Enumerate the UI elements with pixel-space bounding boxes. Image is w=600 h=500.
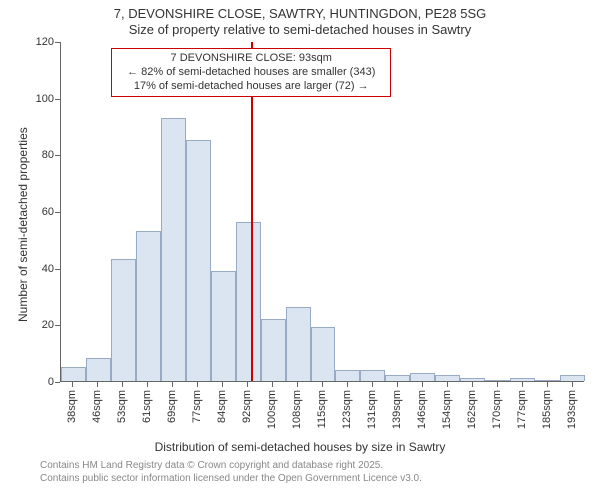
histogram-bar xyxy=(410,373,435,382)
x-tick-mark xyxy=(247,382,248,387)
x-tick-mark xyxy=(472,382,473,387)
x-tick-label: 38sqm xyxy=(66,390,78,423)
x-tick-label: 61sqm xyxy=(141,390,153,423)
x-tick-label: 146sqm xyxy=(416,390,428,429)
x-tick-label: 193sqm xyxy=(566,390,578,429)
histogram-bar xyxy=(111,259,136,381)
x-tick-label: 84sqm xyxy=(216,390,228,423)
histogram-bar xyxy=(61,367,86,381)
histogram-bar xyxy=(560,375,585,381)
x-tick-label: 69sqm xyxy=(166,390,178,423)
x-tick-label: 162sqm xyxy=(466,390,478,429)
x-tick-label: 123sqm xyxy=(341,390,353,429)
y-tick-label: 60 xyxy=(0,206,54,218)
x-tick-label: 92sqm xyxy=(241,390,253,423)
x-tick-mark xyxy=(497,382,498,387)
histogram-bar xyxy=(460,378,485,381)
histogram-bar xyxy=(435,375,460,381)
histogram-bar xyxy=(360,370,385,381)
x-tick-mark xyxy=(347,382,348,387)
x-tick-mark xyxy=(297,382,298,387)
x-tick-label: 77sqm xyxy=(191,390,203,423)
chart-container: 7, DEVONSHIRE CLOSE, SAWTRY, HUNTINGDON,… xyxy=(0,0,600,500)
histogram-bar xyxy=(236,222,261,381)
y-tick-label: 0 xyxy=(0,376,54,388)
x-tick-mark xyxy=(372,382,373,387)
x-tick-mark xyxy=(547,382,548,387)
y-tick-label: 100 xyxy=(0,93,54,105)
y-tick-mark xyxy=(55,382,60,383)
y-tick-mark xyxy=(55,212,60,213)
histogram-bar xyxy=(261,319,286,381)
attribution-line: Contains HM Land Registry data © Crown c… xyxy=(40,460,422,473)
x-tick-mark xyxy=(322,382,323,387)
histogram-bar xyxy=(535,380,560,381)
histogram-bar xyxy=(161,118,186,382)
x-tick-mark xyxy=(222,382,223,387)
x-tick-mark xyxy=(447,382,448,387)
x-tick-label: 108sqm xyxy=(291,390,303,429)
histogram-bar xyxy=(311,327,336,381)
x-tick-label: 139sqm xyxy=(391,390,403,429)
x-tick-label: 100sqm xyxy=(266,390,278,429)
histogram-bar xyxy=(211,271,236,382)
histogram-bar xyxy=(186,140,211,381)
x-tick-mark xyxy=(522,382,523,387)
x-tick-mark xyxy=(397,382,398,387)
x-tick-label: 177sqm xyxy=(516,390,528,429)
y-tick-label: 120 xyxy=(0,36,54,48)
y-tick-mark xyxy=(55,155,60,156)
histogram-bar xyxy=(385,375,410,381)
histogram-bar xyxy=(286,307,311,381)
x-tick-mark xyxy=(422,382,423,387)
x-tick-mark xyxy=(197,382,198,387)
attribution-text: Contains HM Land Registry data © Crown c… xyxy=(40,460,422,485)
y-tick-mark xyxy=(55,99,60,100)
y-tick-label: 20 xyxy=(0,319,54,331)
annotation-box: 7 DEVONSHIRE CLOSE: 93sqm← 82% of semi-d… xyxy=(111,48,391,97)
y-tick-label: 40 xyxy=(0,263,54,275)
x-tick-label: 170sqm xyxy=(491,390,503,429)
x-tick-mark xyxy=(122,382,123,387)
x-tick-label: 46sqm xyxy=(91,390,103,423)
y-tick-mark xyxy=(55,269,60,270)
x-tick-mark xyxy=(172,382,173,387)
x-tick-mark xyxy=(97,382,98,387)
histogram-bar xyxy=(510,378,535,381)
x-tick-label: 131sqm xyxy=(366,390,378,429)
x-tick-mark xyxy=(572,382,573,387)
plot-area: 7 DEVONSHIRE CLOSE: 93sqm← 82% of semi-d… xyxy=(60,42,584,382)
y-tick-mark xyxy=(55,42,60,43)
histogram-bar xyxy=(485,380,510,381)
chart-title: 7, DEVONSHIRE CLOSE, SAWTRY, HUNTINGDON,… xyxy=(0,6,600,21)
x-axis-label: Distribution of semi-detached houses by … xyxy=(0,440,600,454)
x-tick-label: 185sqm xyxy=(541,390,553,429)
x-tick-label: 53sqm xyxy=(116,390,128,423)
histogram-bar xyxy=(136,231,161,381)
x-tick-mark xyxy=(72,382,73,387)
annotation-line: 17% of semi-detached houses are larger (… xyxy=(118,80,384,94)
x-tick-mark xyxy=(272,382,273,387)
annotation-line: ← 82% of semi-detached houses are smalle… xyxy=(118,66,384,80)
histogram-bar xyxy=(86,358,111,381)
attribution-line: Contains public sector information licen… xyxy=(40,473,422,486)
x-tick-label: 115sqm xyxy=(316,390,328,428)
y-tick-label: 80 xyxy=(0,149,54,161)
chart-subtitle: Size of property relative to semi-detach… xyxy=(0,22,600,37)
x-tick-mark xyxy=(147,382,148,387)
x-tick-label: 154sqm xyxy=(441,390,453,429)
annotation-line: 7 DEVONSHIRE CLOSE: 93sqm xyxy=(118,52,384,66)
y-tick-mark xyxy=(55,325,60,326)
histogram-bar xyxy=(335,370,360,381)
